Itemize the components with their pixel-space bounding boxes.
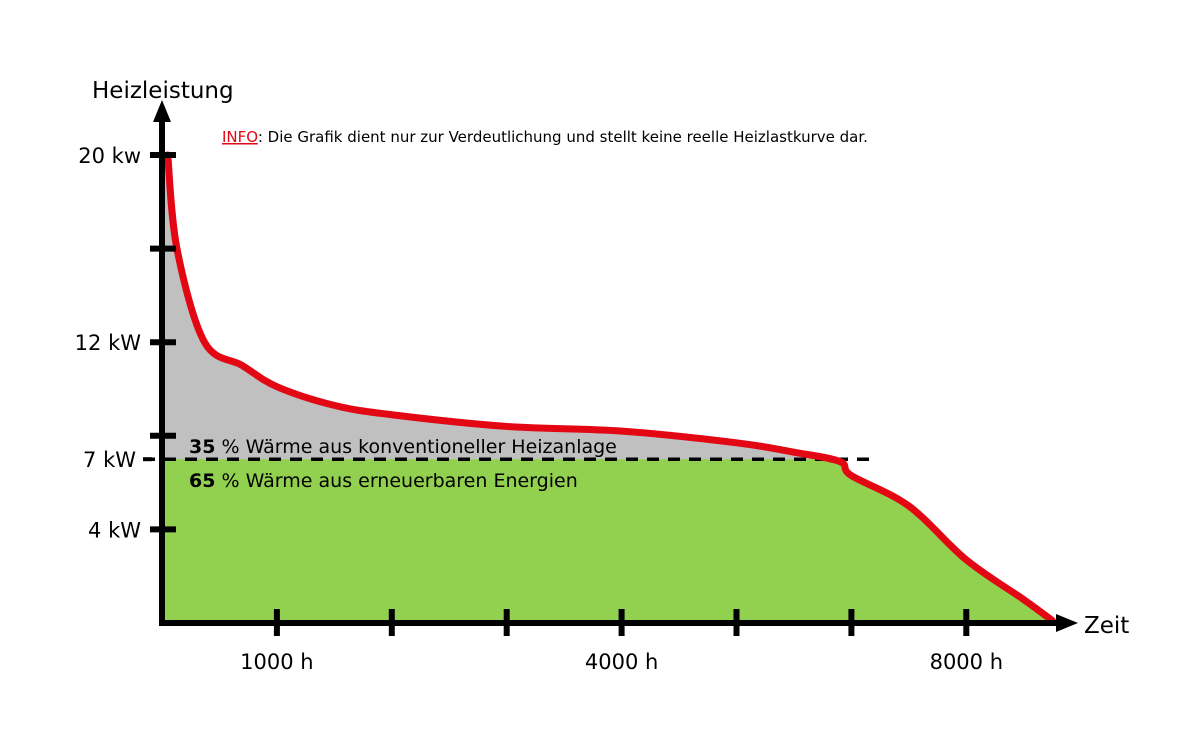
annotation-renewable-percent: 65 xyxy=(189,470,215,492)
y-axis-arrow-icon xyxy=(153,100,171,122)
x-axis-label: Zeit xyxy=(1084,613,1129,639)
heating-load-curve xyxy=(164,151,1056,625)
annotation-conventional-percent: 35 xyxy=(189,436,215,458)
x-tick-label: 4000 h xyxy=(585,650,658,674)
x-axis-arrow-icon xyxy=(1056,614,1078,632)
x-tick-label: 8000 h xyxy=(930,650,1003,674)
y-tick-label: 7 kW xyxy=(83,448,136,472)
annotation-conventional: 35 % Wärme aus konventioneller Heizanlag… xyxy=(189,436,617,458)
y-axis-label: Heizleistung xyxy=(92,78,234,104)
info-note: INFO: Die Grafik dient nur zur Verdeutli… xyxy=(222,128,868,146)
info-text: : Die Grafik dient nur zur Verdeutlichun… xyxy=(258,128,868,146)
y-tick-label: 20 kw xyxy=(78,144,141,168)
y-tick-label: 4 kW xyxy=(88,518,141,542)
annotation-renewable-text: % Wärme aus erneuerbaren Energien xyxy=(215,470,577,492)
annotation-renewable: 65 % Wärme aus erneuerbaren Energien xyxy=(189,470,578,492)
y-tick-label: 12 kW xyxy=(75,331,142,355)
annotation-conventional-text: % Wärme aus konventioneller Heizanlage xyxy=(215,436,616,458)
x-tick-label: 1000 h xyxy=(240,650,313,674)
info-prefix: INFO xyxy=(222,128,258,146)
